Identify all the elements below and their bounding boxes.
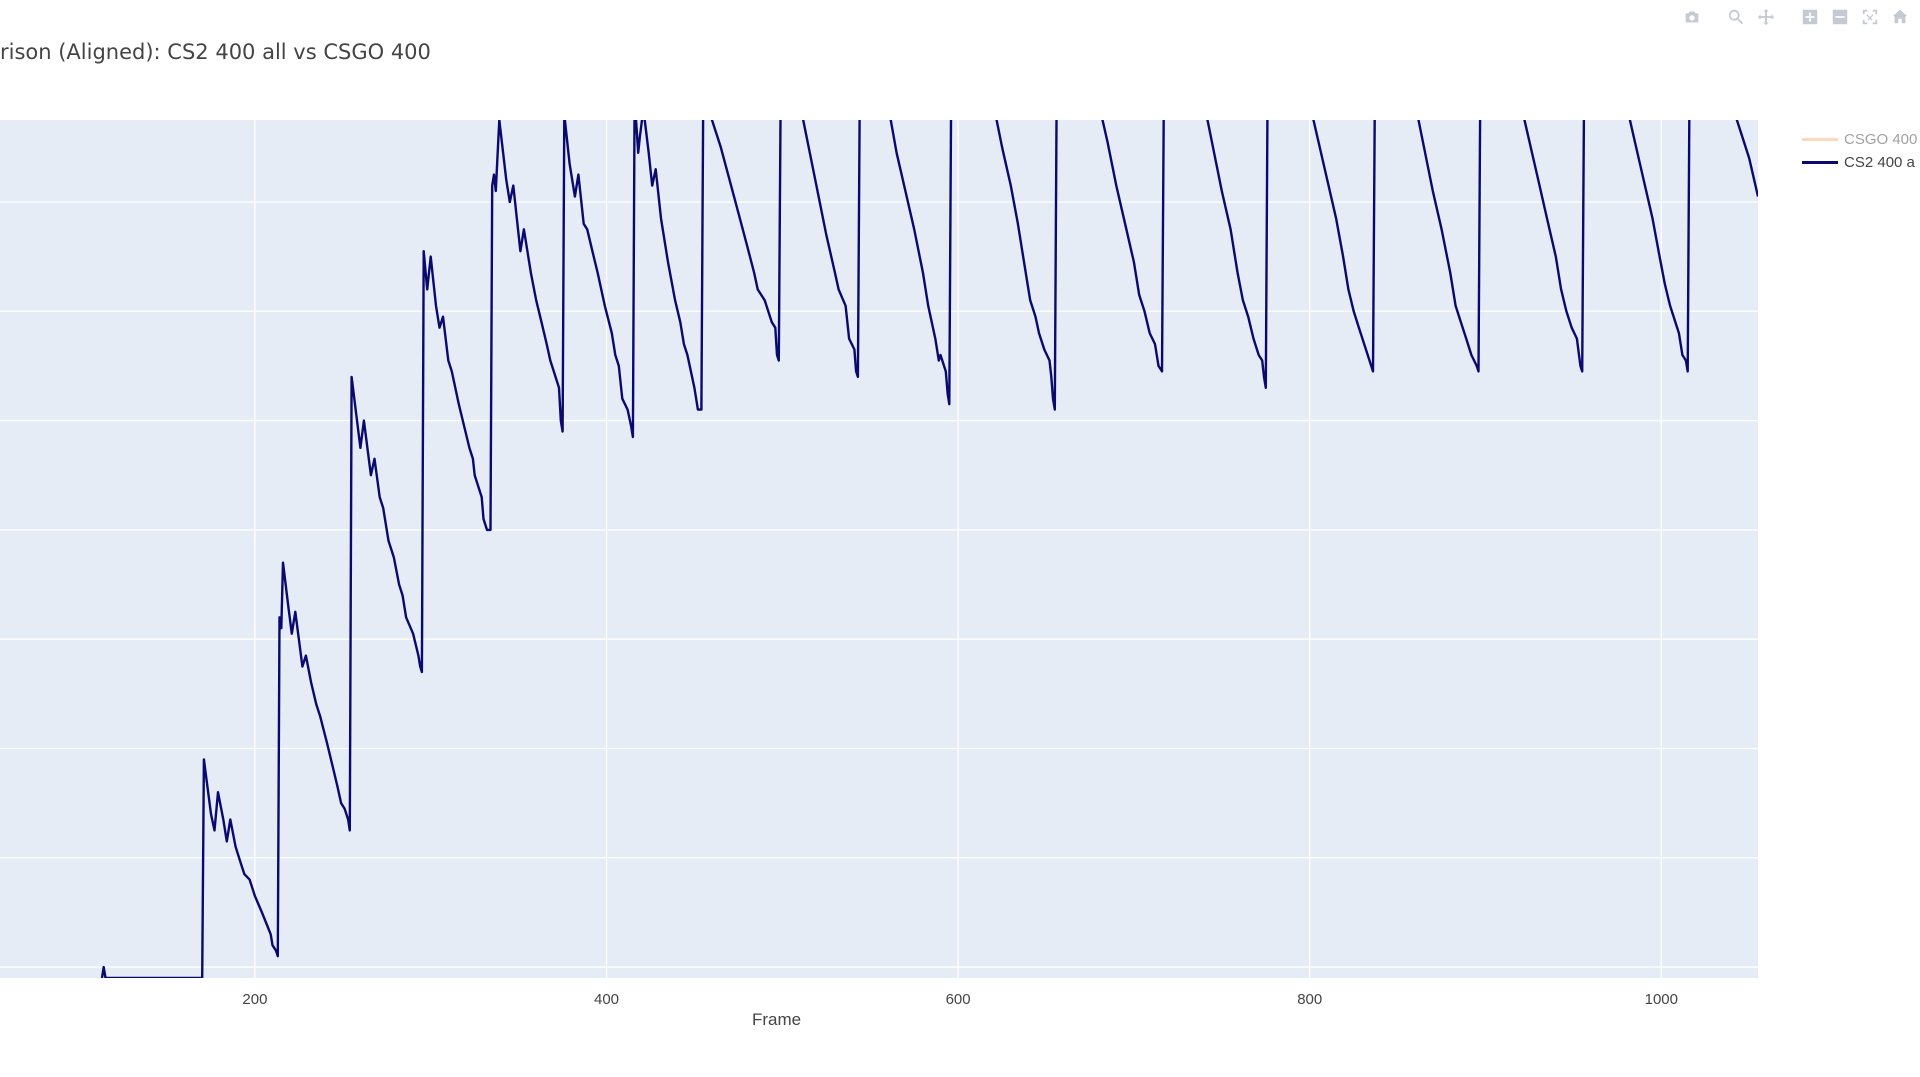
x-tick-labels: 200 400 600 800 1000: [242, 991, 1678, 1008]
modebar: [1680, 6, 1912, 28]
legend-swatch: [1802, 138, 1838, 141]
x-tick-label: 600: [946, 991, 971, 1008]
reset-axes-icon[interactable]: [1888, 6, 1912, 28]
legend-item-csgo-400[interactable]: CSGO 400: [1802, 128, 1917, 151]
zoom-in-icon[interactable]: [1798, 6, 1822, 28]
pan-icon[interactable]: [1754, 6, 1778, 28]
legend-label: CSGO 400: [1844, 131, 1918, 148]
plot-background: [0, 120, 1758, 978]
legend: CSGO 400 CS2 400 a: [1802, 128, 1917, 174]
x-axis-label: Frame: [752, 1010, 802, 1029]
x-tick-label: 400: [594, 991, 619, 1008]
x-tick-label: 1000: [1645, 991, 1678, 1008]
x-tick-label: 800: [1297, 991, 1322, 1008]
zoom-icon[interactable]: [1724, 6, 1748, 28]
camera-icon[interactable]: [1680, 6, 1704, 28]
chart-title: rison (Aligned): CS2 400 all vs CSGO 400: [0, 40, 431, 64]
legend-label: CS2 400 a: [1844, 154, 1915, 171]
legend-item-cs2-400[interactable]: CS2 400 a: [1802, 151, 1917, 174]
series-line-cs2-400[interactable]: [100, 98, 1758, 978]
x-tick-label: 200: [242, 991, 267, 1008]
y-gridlines: [0, 201, 1758, 968]
autoscale-icon[interactable]: [1858, 6, 1882, 28]
zoom-out-icon[interactable]: [1828, 6, 1852, 28]
legend-swatch: [1802, 161, 1838, 164]
series-layer: [100, 98, 1758, 978]
